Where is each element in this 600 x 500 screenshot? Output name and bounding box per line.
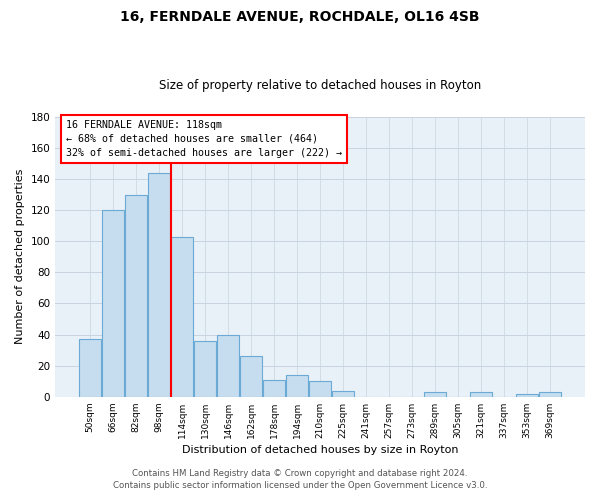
Bar [470,392,492,397]
Bar [539,392,561,397]
Text: Contains HM Land Registry data © Crown copyright and database right 2024.
Contai: Contains HM Land Registry data © Crown c… [113,468,487,490]
Text: 16 FERNDALE AVENUE: 118sqm
← 68% of detached houses are smaller (464)
32% of sem: 16 FERNDALE AVENUE: 118sqm ← 68% of deta… [66,120,342,158]
Bar [171,236,193,397]
Bar [286,375,308,397]
Title: Size of property relative to detached houses in Royton: Size of property relative to detached ho… [159,79,481,92]
Bar [148,173,170,397]
Bar [332,390,354,397]
Bar [194,341,216,397]
Y-axis label: Number of detached properties: Number of detached properties [15,169,25,344]
Text: 16, FERNDALE AVENUE, ROCHDALE, OL16 4SB: 16, FERNDALE AVENUE, ROCHDALE, OL16 4SB [120,10,480,24]
Bar [217,334,239,397]
Bar [125,194,147,397]
Bar [79,340,101,397]
Bar [263,380,285,397]
Bar [309,382,331,397]
X-axis label: Distribution of detached houses by size in Royton: Distribution of detached houses by size … [182,445,458,455]
Bar [424,392,446,397]
Bar [240,356,262,397]
Bar [102,210,124,397]
Bar [516,394,538,397]
